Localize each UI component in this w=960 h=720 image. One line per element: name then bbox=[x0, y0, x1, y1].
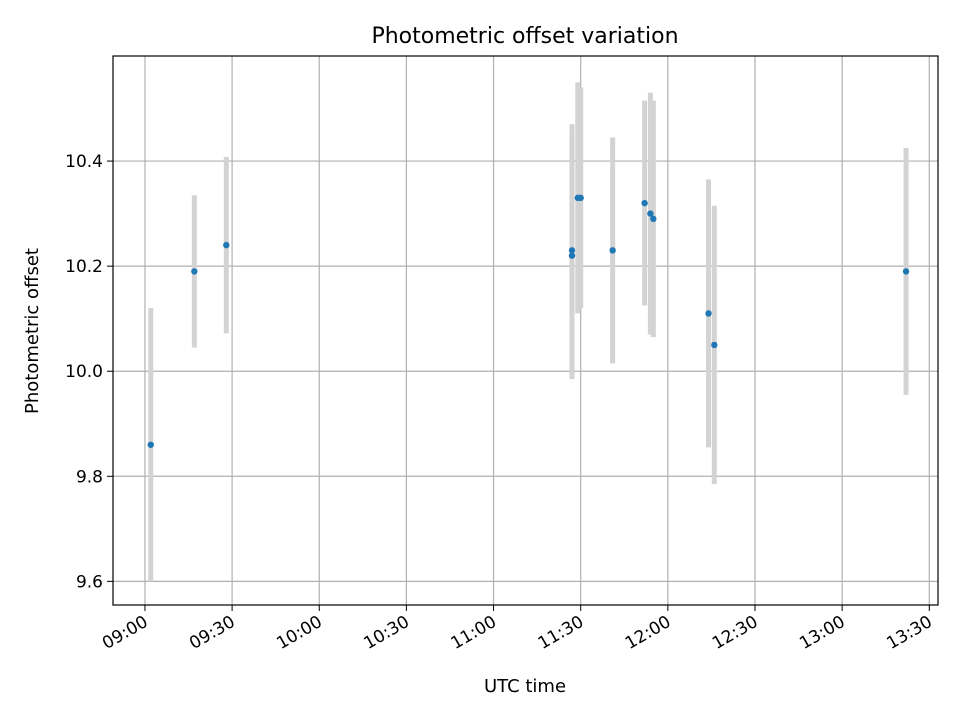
x-tick-label: 13:00 bbox=[796, 612, 848, 654]
chart-title: Photometric offset variation bbox=[371, 24, 678, 49]
x-axis-label: UTC time bbox=[484, 676, 566, 697]
y-tick-label: 10.4 bbox=[65, 152, 103, 172]
data-point bbox=[568, 252, 576, 259]
x-tick-label: 09:30 bbox=[186, 612, 238, 654]
data-point bbox=[191, 268, 198, 275]
x-tick-label: 12:30 bbox=[709, 612, 761, 654]
y-tick-label: 9.6 bbox=[76, 572, 103, 592]
errorbar-layer bbox=[148, 82, 909, 582]
x-tick-label: 11:30 bbox=[535, 612, 587, 654]
data-point bbox=[705, 310, 712, 317]
data-point bbox=[902, 268, 910, 275]
x-tick-label: 12:00 bbox=[622, 612, 674, 654]
data-point bbox=[650, 215, 657, 223]
y-axis-label: Photometric offset bbox=[22, 248, 43, 414]
x-tick-label: 13:30 bbox=[883, 612, 935, 654]
y-tick-label: 9.8 bbox=[76, 467, 103, 487]
point-layer bbox=[147, 194, 910, 448]
x-tick-label: 11:00 bbox=[448, 612, 500, 654]
data-point bbox=[647, 210, 654, 217]
plot-frame bbox=[112, 55, 939, 606]
x-tick-label: 09:00 bbox=[99, 612, 151, 654]
y-tick-label: 10.0 bbox=[65, 362, 103, 382]
data-point bbox=[568, 247, 576, 254]
data-point bbox=[577, 194, 584, 202]
data-point bbox=[609, 247, 616, 254]
x-tick-label: 10:30 bbox=[360, 612, 412, 654]
data-point bbox=[711, 341, 718, 349]
grid-layer bbox=[113, 56, 938, 605]
data-point bbox=[147, 441, 154, 448]
y-tick-label: 10.2 bbox=[65, 257, 103, 277]
data-point bbox=[641, 199, 648, 207]
x-tick-label: 10:00 bbox=[273, 612, 325, 654]
data-point bbox=[223, 241, 230, 249]
